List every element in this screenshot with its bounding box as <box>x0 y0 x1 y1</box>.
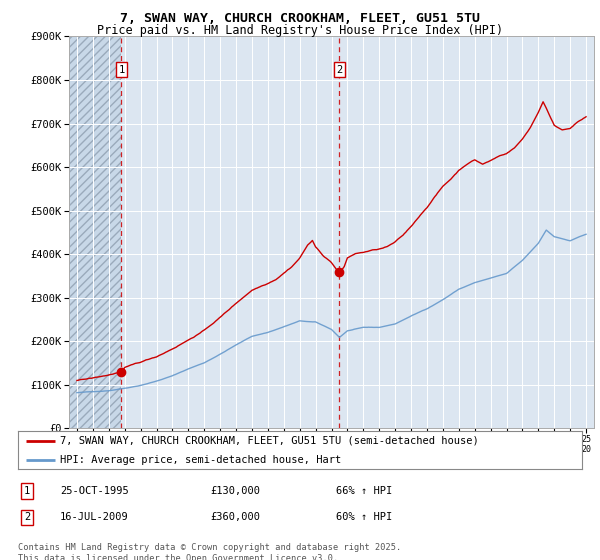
Text: 1: 1 <box>24 486 30 496</box>
Text: 7, SWAN WAY, CHURCH CROOKHAM, FLEET, GU51 5TU: 7, SWAN WAY, CHURCH CROOKHAM, FLEET, GU5… <box>120 12 480 25</box>
Text: £360,000: £360,000 <box>210 512 260 522</box>
Text: 16-JUL-2009: 16-JUL-2009 <box>60 512 129 522</box>
Text: 1: 1 <box>118 65 125 74</box>
Text: £130,000: £130,000 <box>210 486 260 496</box>
Text: 7, SWAN WAY, CHURCH CROOKHAM, FLEET, GU51 5TU (semi-detached house): 7, SWAN WAY, CHURCH CROOKHAM, FLEET, GU5… <box>60 436 479 446</box>
Bar <box>69 36 121 428</box>
Text: HPI: Average price, semi-detached house, Hart: HPI: Average price, semi-detached house,… <box>60 455 341 465</box>
Text: 66% ↑ HPI: 66% ↑ HPI <box>336 486 392 496</box>
Text: 60% ↑ HPI: 60% ↑ HPI <box>336 512 392 522</box>
Text: 2: 2 <box>24 512 30 522</box>
Text: 2: 2 <box>337 65 343 74</box>
Text: Contains HM Land Registry data © Crown copyright and database right 2025.
This d: Contains HM Land Registry data © Crown c… <box>18 543 401 560</box>
Text: 25-OCT-1995: 25-OCT-1995 <box>60 486 129 496</box>
Text: Price paid vs. HM Land Registry's House Price Index (HPI): Price paid vs. HM Land Registry's House … <box>97 24 503 37</box>
